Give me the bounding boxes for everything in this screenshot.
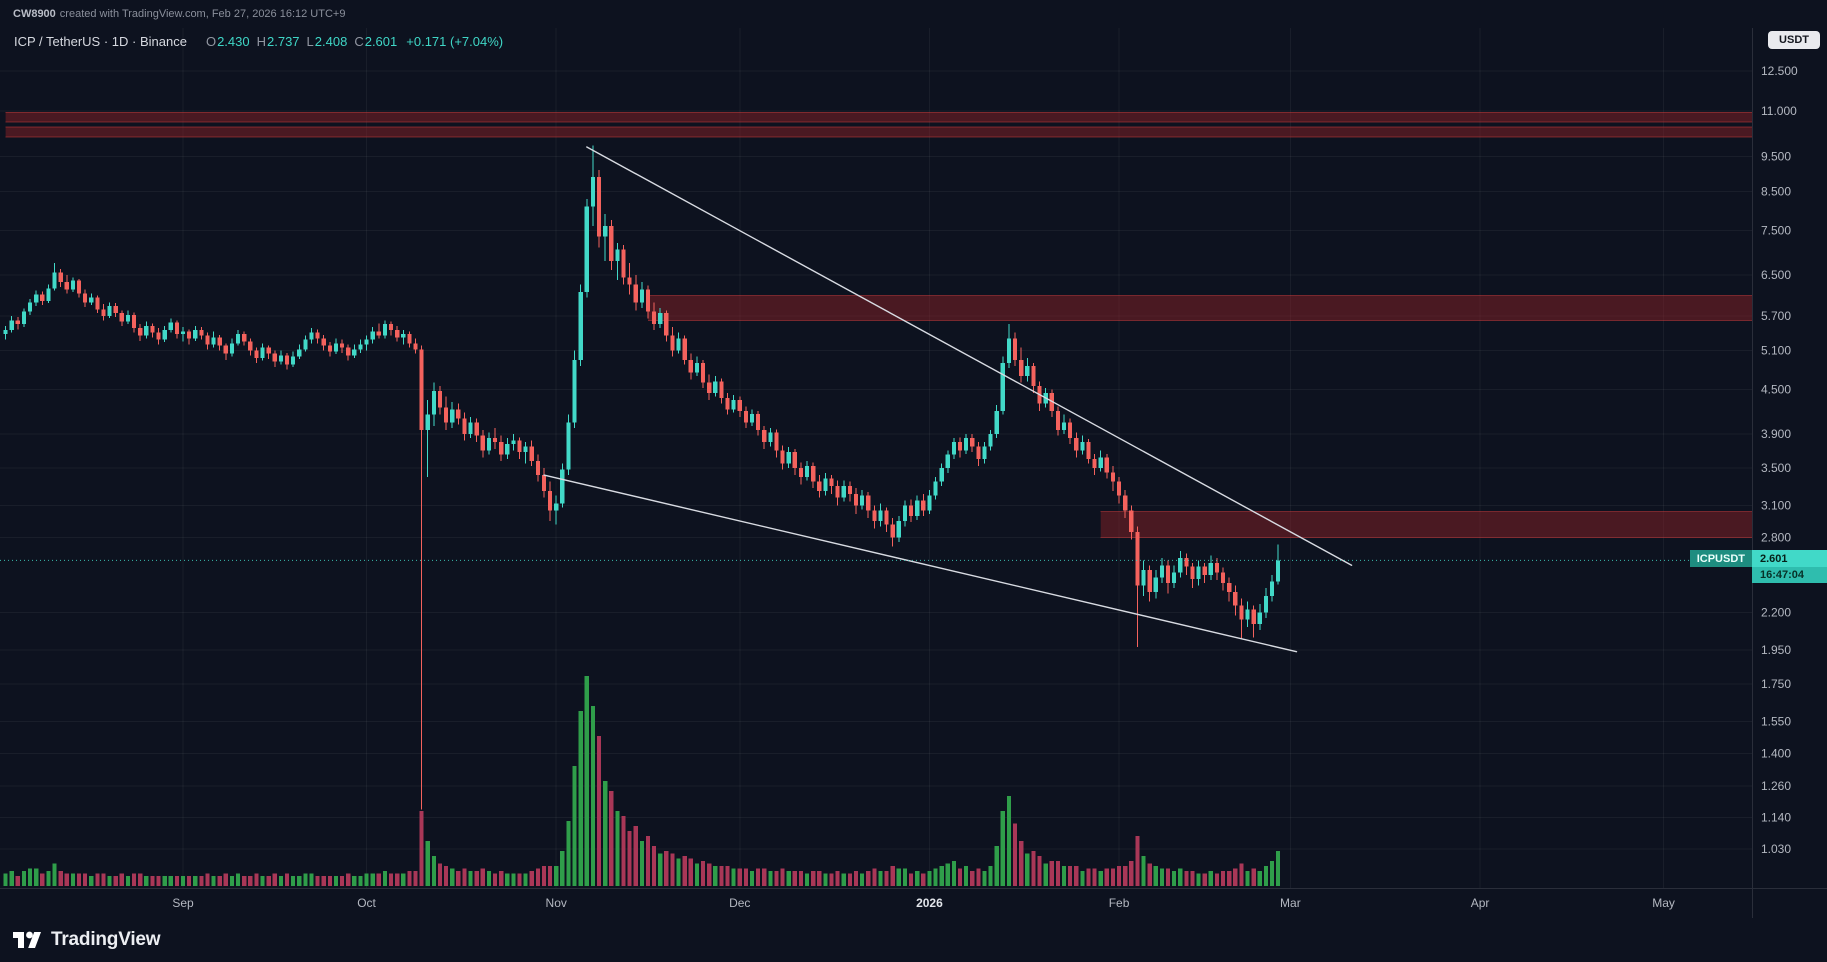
footer: TradingView	[0, 918, 1827, 962]
svg-text:Apr: Apr	[1471, 896, 1490, 910]
svg-text:11.000: 11.000	[1761, 104, 1797, 118]
change-value: +0.171 (+7.04%)	[406, 34, 504, 49]
open-value: 2.430	[217, 34, 250, 49]
symbol-title[interactable]: ICP / TetherUS · 1D · Binance	[14, 34, 187, 49]
svg-text:3.900: 3.900	[1761, 427, 1791, 441]
low-value: 2.408	[314, 34, 348, 49]
svg-text:9.500: 9.500	[1761, 150, 1791, 164]
low-label: L	[306, 34, 314, 49]
svg-text:1.030: 1.030	[1761, 842, 1791, 856]
price-label-row: ICPUSDT 2.601	[1689, 550, 1827, 568]
svg-text:6.500: 6.500	[1761, 268, 1791, 282]
bar-countdown: 16:47:04	[1752, 567, 1827, 584]
svg-text:Sep: Sep	[172, 896, 194, 910]
svg-text:Oct: Oct	[357, 896, 376, 910]
tradingview-logo-icon[interactable]	[12, 928, 42, 952]
price-label: ICPUSDT 2.601 16:47:04	[1689, 550, 1827, 584]
svg-text:7.500: 7.500	[1761, 223, 1791, 237]
svg-text:Feb: Feb	[1109, 896, 1130, 910]
svg-text:1.950: 1.950	[1761, 643, 1791, 657]
svg-text:1.550: 1.550	[1761, 715, 1791, 729]
price-label-value: 2.601	[1752, 550, 1827, 568]
svg-text:1.750: 1.750	[1761, 677, 1791, 691]
price-label-symbol: ICPUSDT	[1689, 550, 1752, 568]
svg-text:1.260: 1.260	[1761, 779, 1791, 793]
svg-text:2.800: 2.800	[1761, 530, 1791, 544]
svg-text:Mar: Mar	[1280, 896, 1301, 910]
currency-toggle-button[interactable]: USDT	[1768, 31, 1820, 49]
svg-text:3.100: 3.100	[1761, 499, 1791, 513]
chart-area: 12.500 11.000 9.500 8.500 7.500 6.500 5.700 5.1…	[0, 28, 1827, 918]
svg-text:1.140: 1.140	[1761, 810, 1791, 824]
svg-text:4.500: 4.500	[1761, 383, 1791, 397]
svg-text:Dec: Dec	[729, 896, 750, 910]
svg-text:8.500: 8.500	[1761, 184, 1791, 198]
svg-text:Nov: Nov	[546, 896, 567, 910]
close-label: C	[354, 34, 364, 49]
svg-text:May: May	[1652, 896, 1675, 910]
watermark: CW8900 created with TradingView.com, Feb…	[0, 0, 1827, 28]
ohlc-values: O 2.430 H 2.737 L 2.408 C 2.601 +0.171 (+7.0…	[199, 34, 503, 49]
open-label: O	[205, 34, 217, 49]
svg-text:1.400: 1.400	[1761, 746, 1791, 760]
svg-text:2.200: 2.200	[1761, 606, 1791, 620]
chart-canvas[interactable]: 12.500 11.000 9.500 8.500 7.500 6.500 5.700 5.1…	[0, 28, 1827, 918]
close-value: 2.601	[364, 34, 398, 49]
svg-text:3.500: 3.500	[1761, 461, 1791, 475]
svg-text:5.100: 5.100	[1761, 344, 1791, 358]
svg-text:12.500: 12.500	[1761, 64, 1798, 78]
watermark-text: created with TradingView.com, Feb 27, 20…	[59, 8, 346, 20]
svg-text:2026: 2026	[916, 896, 943, 910]
svg-text:5.700: 5.700	[1761, 309, 1791, 323]
chart-legend[interactable]: ICP / TetherUS · 1D · Binance O 2.430 H 2.…	[14, 34, 503, 49]
high-value: 2.737	[267, 34, 300, 49]
watermark-username: CW8900	[13, 8, 56, 20]
high-label: H	[256, 34, 266, 49]
tradingview-wordmark[interactable]: TradingView	[51, 929, 161, 950]
